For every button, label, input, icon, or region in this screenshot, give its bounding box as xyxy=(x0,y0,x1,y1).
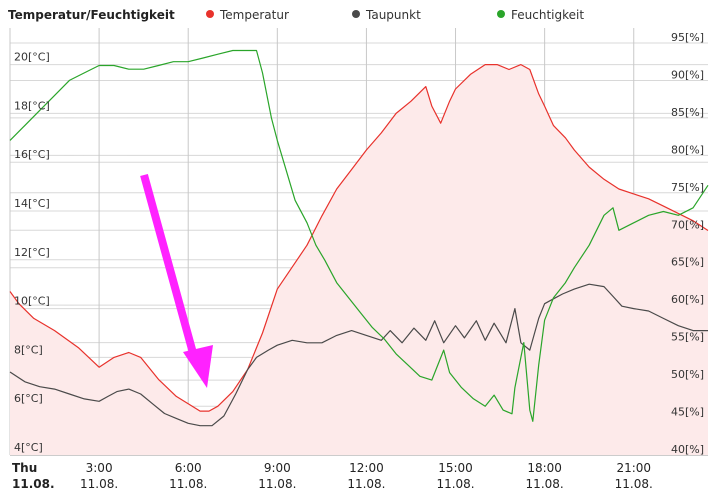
temperature-area xyxy=(10,64,708,455)
y-left-tick-12: 12[°C] xyxy=(14,246,50,259)
x-tick-date-4: 11.08. xyxy=(347,477,385,491)
axis-labels-layer: 4[°C] 6[°C] 8[°C] 10[°C] 12[°C] 14[°C] 16[°C] 1… xyxy=(12,31,704,491)
legend-label-feuchtigkeit: Feuchtigkeit xyxy=(511,8,584,22)
x-tick-date-5: 11.08. xyxy=(436,477,474,491)
temperature-area-layer xyxy=(10,64,708,455)
y-right-tick-45: 45[%] xyxy=(671,406,704,419)
y-left-tick-6: 6[°C] xyxy=(14,392,43,405)
y-right-tick-85: 85[%] xyxy=(671,106,704,119)
legend-marker-taupunkt xyxy=(352,10,360,18)
x-tick-date-3: 11.08. xyxy=(258,477,296,491)
y-left-tick-10: 10[°C] xyxy=(14,295,50,308)
legend-marker-temperatur xyxy=(206,10,214,18)
x-tick-date-6: 11.08. xyxy=(526,477,564,491)
x-tick-label-7: 21:00 xyxy=(616,461,651,475)
y-right-tick-80: 80[%] xyxy=(671,143,704,156)
x-tick-date-2: 11.08. xyxy=(169,477,207,491)
series-line-feuchtigkeit xyxy=(9,49,709,422)
legend-label-taupunkt: Taupunkt xyxy=(365,8,421,22)
y-right-tick-60: 60[%] xyxy=(671,293,704,306)
x-tick-label-3: 9:00 xyxy=(264,461,291,475)
x-tick-label-5: 15:00 xyxy=(438,461,473,475)
y-right-tick-50: 50[%] xyxy=(671,368,704,381)
y-left-tick-14: 14[°C] xyxy=(14,197,50,210)
y-right-tick-70: 70[%] xyxy=(671,218,704,231)
x-tick-date-7: 11.08. xyxy=(615,477,653,491)
x-tick-label-4: 12:00 xyxy=(349,461,384,475)
x-tick-date-0: 11.08. xyxy=(12,477,55,491)
annotation-arrow xyxy=(140,173,213,388)
y-left-tick-16: 16[°C] xyxy=(14,148,50,161)
x-tick-label-1: 3:00 xyxy=(86,461,113,475)
y-right-tick-40: 40[%] xyxy=(671,443,704,456)
y-right-tick-55: 55[%] xyxy=(671,331,704,344)
series-line-taupunkt xyxy=(9,283,708,427)
chart-title: Temperatur/Feuchtigkeit xyxy=(8,8,175,22)
series-layer xyxy=(9,49,709,427)
y-left-tick-4: 4[°C] xyxy=(14,441,43,454)
y-right-tick-90: 90[%] xyxy=(671,68,704,81)
x-tick-date-1: 11.08. xyxy=(80,477,118,491)
legend-label-temperatur: Temperatur xyxy=(219,8,289,22)
x-tick-label-0: Thu xyxy=(12,461,37,475)
y-left-tick-8: 8[°C] xyxy=(14,343,43,356)
x-tick-label-2: 6:00 xyxy=(175,461,202,475)
y-left-tick-20: 20[°C] xyxy=(14,51,50,64)
y-right-tick-65: 65[%] xyxy=(671,256,704,269)
y-left-tick-18: 18[°C] xyxy=(14,99,50,112)
x-tick-label-6: 18:00 xyxy=(527,461,562,475)
series-line-temperatur xyxy=(9,63,709,412)
y-right-tick-75: 75[%] xyxy=(671,181,704,194)
legend-marker-feuchtigkeit xyxy=(497,10,505,18)
y-right-tick-95: 95[%] xyxy=(671,31,704,44)
